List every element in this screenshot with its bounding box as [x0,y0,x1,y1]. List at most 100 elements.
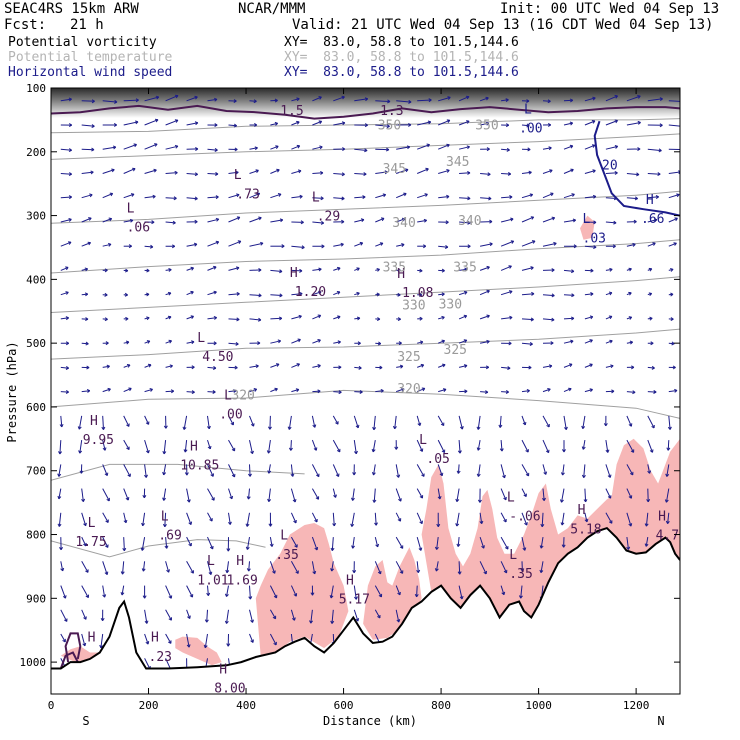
wind-vector [123,415,130,427]
wind-vector [228,488,233,500]
wind-vector [438,316,445,320]
wind-vector [165,537,168,549]
wind-vector-head [296,363,301,367]
wind-vector-head [376,268,380,272]
wind-vector-head [584,518,589,523]
wind-vector-head [628,495,633,499]
wind-vector [122,561,125,575]
wind-vector-head [551,216,556,221]
wind-vector [312,197,324,199]
wind-vector-head [637,95,641,99]
wind-vector [375,171,388,174]
wind-vector [438,364,446,368]
wind-vector-head [155,95,160,100]
wind-vector [60,391,69,393]
wind-vector-head [149,244,154,249]
wind-vector-head [231,473,236,478]
wind-vector [584,245,597,248]
wind-vector [81,100,95,102]
wind-vector-head [607,474,612,478]
wind-vector [249,585,251,600]
wind-vector-head [299,291,303,296]
wind-vector-head [108,217,113,222]
wind-vector [310,609,313,624]
wind-vector [395,609,400,623]
wind-vector [186,96,198,102]
wind-vector [333,173,345,175]
wind-vector-head [670,292,674,297]
wind-vector-head [279,269,283,274]
wind-vector-head [146,292,150,297]
wind-vector [500,488,507,501]
wind-vector-head [633,219,637,224]
wind-vector [291,315,302,320]
wind-vector [290,585,297,597]
wind-vector [605,440,609,453]
wind-vector-head [363,172,367,177]
wind-vector [123,537,125,551]
wind-vector [228,124,237,127]
wind-vector [395,512,401,522]
wind-vector-head [486,147,490,152]
wind-vector-head [509,195,513,200]
wind-vector [396,365,403,368]
wind-vector-head [151,220,155,225]
wind-vector [480,122,489,126]
wind-vector [500,218,514,223]
wind-vector-head [477,499,482,503]
wind-vector-head [484,390,489,395]
wind-vector-head [593,220,597,225]
wind-vector [438,119,450,126]
wind-vector [605,268,613,271]
wind-vector-head [342,147,346,152]
wind-vector [353,440,357,454]
wind-vector [246,537,250,550]
wind-vector [417,121,431,126]
wind-vector [352,488,355,501]
wind-vector-head [312,424,317,428]
wind-vector [354,391,363,393]
wind-vector [186,173,198,175]
wind-vector [81,148,95,151]
wind-vector-head [225,569,230,574]
wind-vector-head [273,641,277,646]
wind-vector [333,243,344,247]
wind-vector-head [267,470,272,474]
wind-vector [605,315,613,320]
wind-vector [396,100,412,103]
wind-vector [165,95,179,102]
wind-vector [291,389,299,393]
wind-vector [416,585,418,597]
wind-vector [542,192,554,199]
wind-vector-head [274,387,278,392]
wind-vector [207,266,217,271]
wind-vector-head [309,620,313,624]
wind-vector-head [317,290,322,295]
extremum-label: H [346,573,354,588]
extremum-label: 20 [602,159,618,174]
wind-vector-head [226,548,231,552]
extremum-label: .06 [127,221,150,236]
wind-vector [416,536,422,551]
wind-vector [394,415,397,429]
extremum-label: 10.85 [180,459,219,474]
extremum-label: 1.20 [295,285,326,300]
wind-vector-head [646,499,651,503]
wind-vector-head [214,148,218,152]
wind-vector-head [288,447,293,451]
wind-vector-head [272,570,276,574]
wind-vector [81,293,88,296]
wind-vector-head [531,291,535,296]
wind-vector-head [501,591,506,596]
wind-vector-head [637,120,641,125]
wind-vector [164,512,167,527]
wind-vector-head [649,449,654,453]
wind-vector [249,192,260,199]
wind-vector-head [254,122,258,127]
wind-vector-head [614,145,619,149]
y-tick-label: 700 [26,465,46,478]
theta-contour-label: 345 [446,155,469,170]
wind-vector-head [481,545,485,549]
extremum-label: H [151,631,159,646]
extremum-label: L [509,548,517,563]
